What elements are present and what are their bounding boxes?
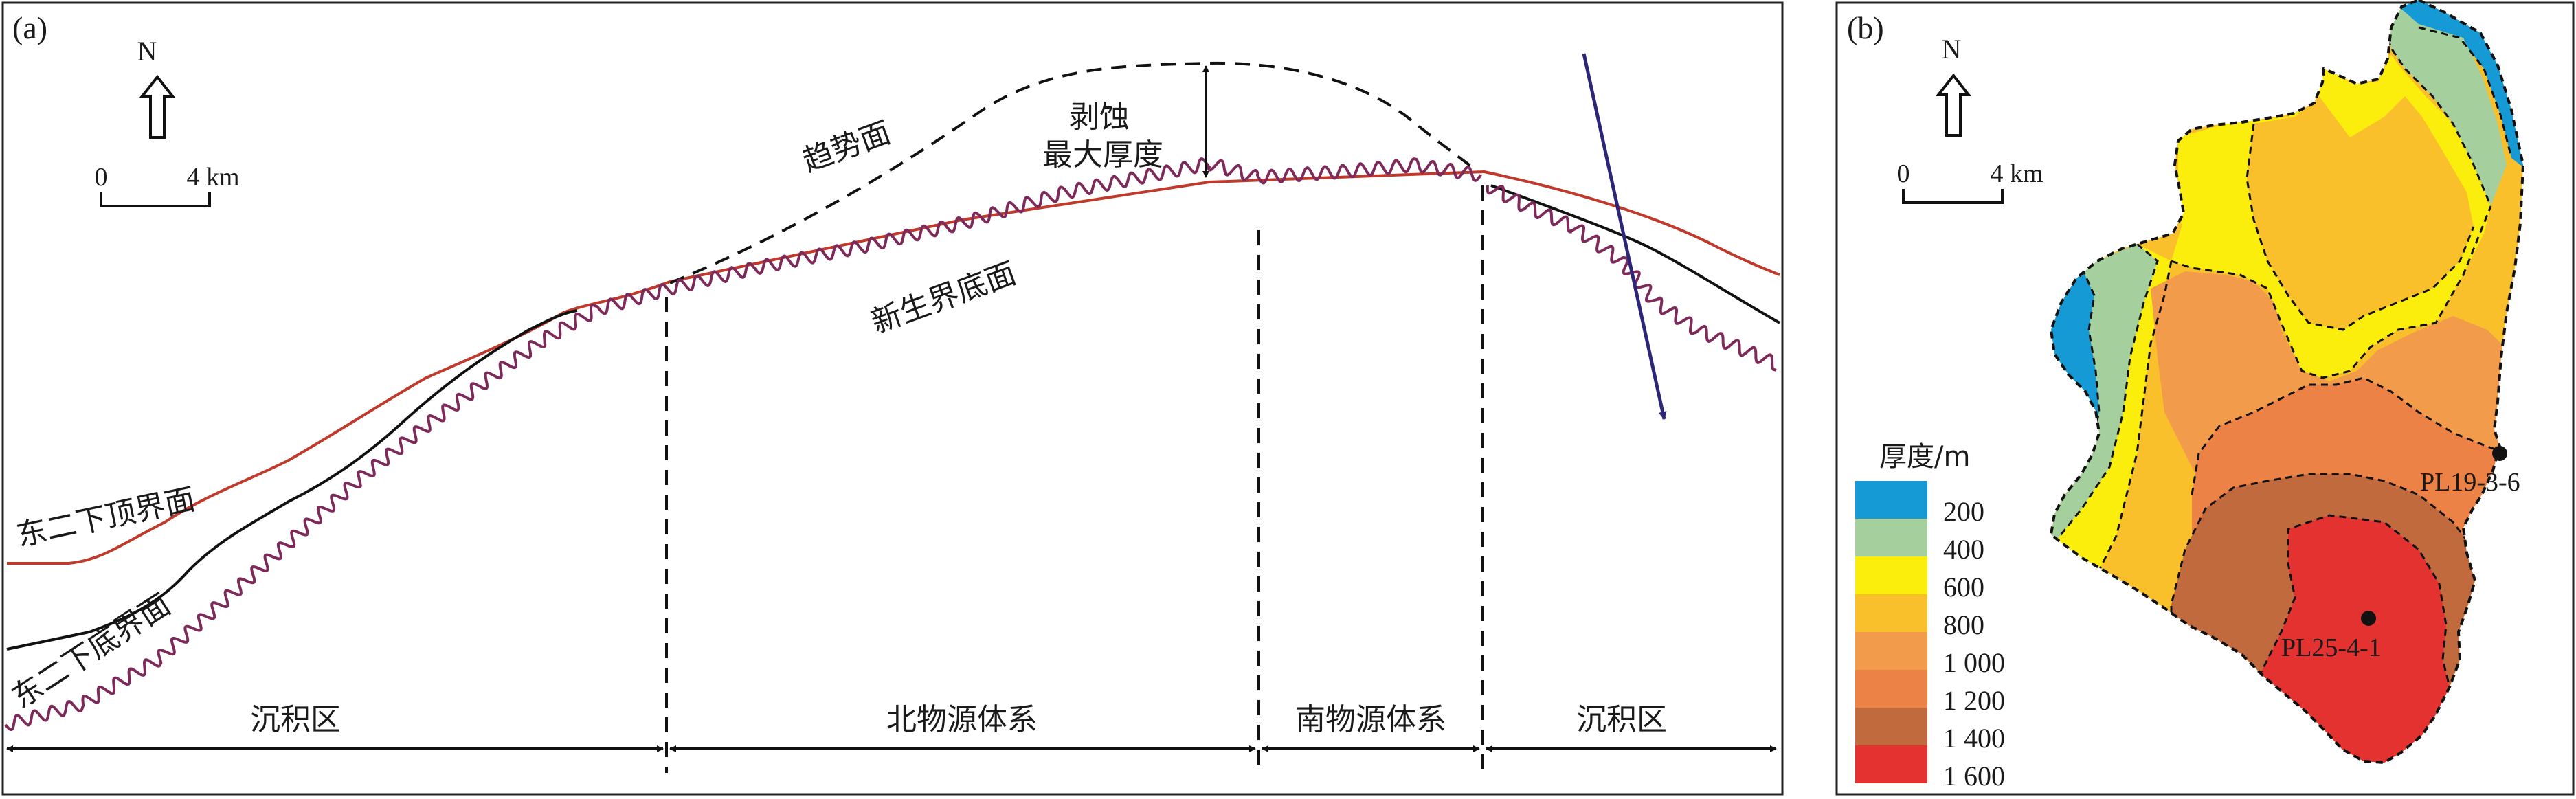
north-arrow-icon-a bbox=[139, 74, 176, 139]
legend-swatch-3 bbox=[1855, 594, 1927, 632]
zone-400-ne bbox=[2384, 0, 2507, 206]
thickness-map bbox=[2051, 0, 2523, 763]
legend-swatch-4 bbox=[1855, 632, 1927, 670]
legend-label-0: 200 bbox=[1943, 496, 1984, 527]
contour-1 bbox=[2418, 26, 2513, 159]
scale-bar-a bbox=[100, 192, 211, 207]
scale-bar-b bbox=[1902, 189, 2004, 204]
trend-surface-label: 趋势面 bbox=[798, 115, 895, 179]
north-label-a: N bbox=[137, 36, 157, 67]
legend-label-4: 1 000 bbox=[1943, 647, 2005, 678]
panel-b: (b) N 0 4 km bbox=[1835, 0, 2575, 796]
contour-5 bbox=[2094, 260, 2173, 578]
dong2-bottom-line bbox=[6, 184, 1780, 651]
dong2-bottom-label: 东二下底界面 bbox=[5, 587, 177, 716]
legend-label-2: 600 bbox=[1943, 572, 1984, 603]
legend-swatch-1 bbox=[1855, 519, 1927, 556]
legend-label-1: 400 bbox=[1943, 534, 1984, 565]
cenozoic-base-wavy-line-right bbox=[1486, 185, 1777, 372]
contour-7 bbox=[2171, 205, 2492, 379]
zone-600-w bbox=[2054, 244, 2171, 577]
well-pl25-4-1-marker bbox=[2361, 611, 2376, 626]
scale-zero-b: 0 bbox=[1897, 159, 1910, 188]
panel-b-frame bbox=[1835, 1, 2575, 796]
contour-10 bbox=[2259, 514, 2454, 756]
scale-zero-a: 0 bbox=[95, 163, 108, 192]
panel-a-label: (a) bbox=[12, 10, 47, 45]
contour-9 bbox=[2170, 473, 2502, 660]
legend-swatch-0 bbox=[1855, 481, 1927, 519]
scale-end-b: 4 km bbox=[1990, 159, 2043, 188]
north-label-b: N bbox=[1942, 34, 1962, 65]
panel-a-frame bbox=[1, 1, 1784, 796]
zone-800-core bbox=[2247, 96, 2474, 330]
cenozoic-base-label: 新生界底面 bbox=[866, 256, 1020, 340]
legend-label-3: 800 bbox=[1943, 609, 1984, 640]
legend-label-7: 1 600 bbox=[1943, 761, 2005, 791]
scale-end-a: 4 km bbox=[186, 163, 239, 192]
legend-swatch-6 bbox=[1855, 708, 1927, 745]
fault-line bbox=[1582, 53, 1667, 420]
contour-2 bbox=[2383, 27, 2492, 207]
zone-label-deposition-right: 沉积区 bbox=[1576, 702, 1667, 737]
trend-surface-line bbox=[669, 61, 1479, 284]
zone-label-south-source: 南物源体系 bbox=[1295, 702, 1446, 737]
legend-swatch-2 bbox=[1855, 556, 1927, 594]
well-pl19-3-6-label: PL19-3-6 bbox=[2420, 468, 2520, 497]
well-pl19-3-6-marker bbox=[2492, 446, 2507, 461]
panel-a: (a) N 0 4 km 沉积区 北物源体系 南物源体系 bbox=[1, 1, 1784, 796]
legend: 200 400 600 800 1 000 1 200 1 400 1 600 bbox=[1855, 481, 2005, 791]
zone-label-deposition-left: 沉积区 bbox=[250, 702, 341, 737]
dong2-top-label: 东二下顶界面 bbox=[14, 482, 199, 554]
erosion-label-line2: 最大厚度 bbox=[1042, 137, 1163, 172]
legend-label-6: 1 400 bbox=[1943, 723, 2005, 754]
contour-4 bbox=[2053, 243, 2159, 543]
panel-b-label: (b) bbox=[1847, 10, 1884, 45]
well-pl25-4-1-label: PL25-4-1 bbox=[2281, 633, 2382, 662]
contour-6 bbox=[2245, 123, 2475, 331]
dong2-top-line bbox=[7, 170, 1780, 565]
contour-8 bbox=[2191, 376, 2509, 495]
erosion-label-line1: 剥蚀 bbox=[1069, 100, 1130, 135]
legend-swatch-5 bbox=[1855, 670, 1927, 708]
legend-title: 厚度/m bbox=[1879, 441, 1970, 473]
legend-swatch-7 bbox=[1855, 745, 1927, 783]
north-arrow-icon-b bbox=[1935, 73, 1972, 137]
zone-label-north-source: 北物源体系 bbox=[886, 702, 1038, 737]
legend-label-5: 1 200 bbox=[1943, 685, 2005, 716]
